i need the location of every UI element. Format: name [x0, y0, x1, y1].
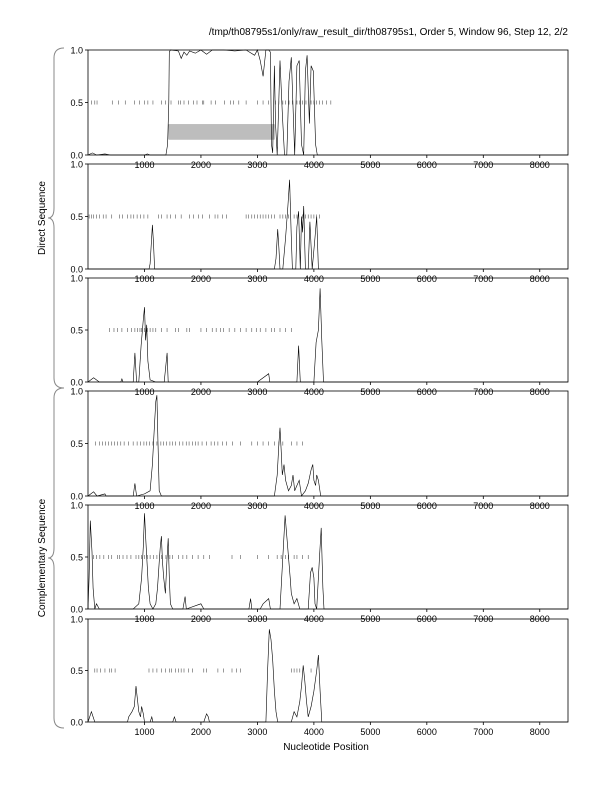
y-tick-label: 1.0 — [70, 501, 83, 511]
y-tick-label: 0.0 — [70, 151, 83, 161]
panel-frame — [87, 504, 569, 610]
panel-frame — [87, 49, 569, 156]
y-tick-label: 0.0 — [70, 265, 83, 275]
x-tick-label: 4000 — [304, 160, 324, 170]
group-label-complementary: Complementary Sequence — [37, 498, 48, 617]
y-tick-label: 0.5 — [70, 326, 83, 336]
x-tick-label: 8000 — [530, 274, 550, 284]
x-tick-label: 2000 — [191, 387, 211, 397]
x-tick-label: 2000 — [191, 160, 211, 170]
x-tick-label: 7000 — [473, 274, 493, 284]
series-line — [87, 513, 568, 610]
panel-frame — [87, 618, 569, 723]
x-tick-label: 6000 — [417, 274, 437, 284]
group-label-direct: Direct Sequence — [37, 181, 48, 255]
x-tick-label: 5000 — [360, 160, 380, 170]
x-tick-label: 6000 — [417, 387, 437, 397]
x-tick-label: 1000 — [134, 274, 154, 284]
y-tick-label: 1.0 — [70, 46, 83, 56]
y-tick-label: 0.0 — [70, 492, 83, 502]
x-tick-label: 3000 — [247, 727, 267, 737]
x-tick-label: 8000 — [530, 501, 550, 511]
x-axis-label: Nucleotide Position — [283, 742, 369, 753]
x-tick-label: 8000 — [530, 727, 550, 737]
panel-6: 0.0 0.5 1.0 1000 2000 3000 4000 5000 6000 7000 800… — [70, 615, 569, 737]
series-line — [88, 179, 568, 270]
x-tick-label: 8000 — [530, 387, 550, 397]
panels: 0.0 0.5 1.0 1000 2000 3000 4000 5000 6000 7000 800… — [70, 46, 569, 737]
x-tick-label: 8000 — [530, 160, 550, 170]
series-line — [87, 395, 568, 497]
panel-frame — [87, 277, 569, 383]
x-tick-label: 1000 — [134, 160, 154, 170]
x-tick-label: 1000 — [134, 501, 154, 511]
panel-frame — [87, 163, 569, 270]
x-tick-label: 7000 — [473, 387, 493, 397]
x-tick-label: 4000 — [304, 501, 324, 511]
y-tick-label: 0.0 — [70, 605, 83, 615]
highlight-bar — [168, 124, 275, 140]
panel-3: 0.0 0.5 1.0 1000 2000 3000 4000 5000 6000 7000 800… — [70, 274, 569, 397]
panel-5: 0.0 0.5 1.0 1000 2000 3000 4000 5000 6000 7000 800… — [70, 501, 569, 624]
y-tick-label: 1.0 — [70, 615, 83, 625]
x-tick-label: 3000 — [247, 501, 267, 511]
group-brace-complementary — [47, 387, 65, 729]
x-tick-label: 7000 — [473, 727, 493, 737]
series-line — [87, 288, 568, 383]
x-tick-label: 4000 — [304, 274, 324, 284]
y-tick-label: 0.5 — [70, 666, 83, 676]
x-tick-label: 3000 — [247, 387, 267, 397]
panel-frame — [87, 390, 569, 497]
x-tick-label: 7000 — [473, 501, 493, 511]
x-tick-label: 4000 — [304, 387, 324, 397]
y-tick-label: 0.0 — [70, 718, 83, 728]
x-tick-label: 3000 — [247, 160, 267, 170]
y-tick-label: 0.5 — [70, 98, 83, 108]
x-tick-label: 1000 — [134, 387, 154, 397]
series-line — [87, 49, 568, 156]
panel-1: 0.0 0.5 1.0 1000 2000 3000 4000 5000 6000 7000 800… — [70, 46, 569, 170]
x-tick-label: 3000 — [247, 274, 267, 284]
x-tick-label: 2000 — [191, 501, 211, 511]
x-tick-label: 5000 — [360, 727, 380, 737]
x-tick-label: 2000 — [191, 274, 211, 284]
y-tick-label: 0.5 — [70, 439, 83, 449]
x-tick-label: 6000 — [417, 160, 437, 170]
x-tick-label: 5000 — [360, 501, 380, 511]
x-tick-label: 5000 — [360, 274, 380, 284]
x-tick-label: 6000 — [417, 501, 437, 511]
group-brace-direct — [47, 47, 65, 389]
series-line — [87, 629, 568, 723]
y-tick-label: 1.0 — [70, 160, 83, 170]
y-tick-label: 0.0 — [70, 378, 83, 388]
panel-2: 0.0 0.5 1.0 1000 2000 3000 4000 5000 6000 7000 800… — [70, 160, 569, 284]
y-tick-label: 1.0 — [70, 274, 83, 284]
y-tick-label: 0.5 — [70, 553, 83, 563]
x-tick-label: 1000 — [134, 727, 154, 737]
x-tick-label: 5000 — [360, 387, 380, 397]
x-tick-label: 2000 — [191, 727, 211, 737]
y-tick-label: 1.0 — [70, 387, 83, 397]
panel-4: 0.0 0.5 1.0 1000 2000 3000 4000 5000 6000 7000 800… — [70, 387, 569, 511]
chart-title: /tmp/th08795s1/only/raw_result_dir/th087… — [209, 27, 569, 38]
y-tick-label: 0.5 — [70, 212, 83, 222]
x-tick-label: 7000 — [473, 160, 493, 170]
x-tick-label: 6000 — [417, 727, 437, 737]
x-tick-label: 4000 — [304, 727, 324, 737]
